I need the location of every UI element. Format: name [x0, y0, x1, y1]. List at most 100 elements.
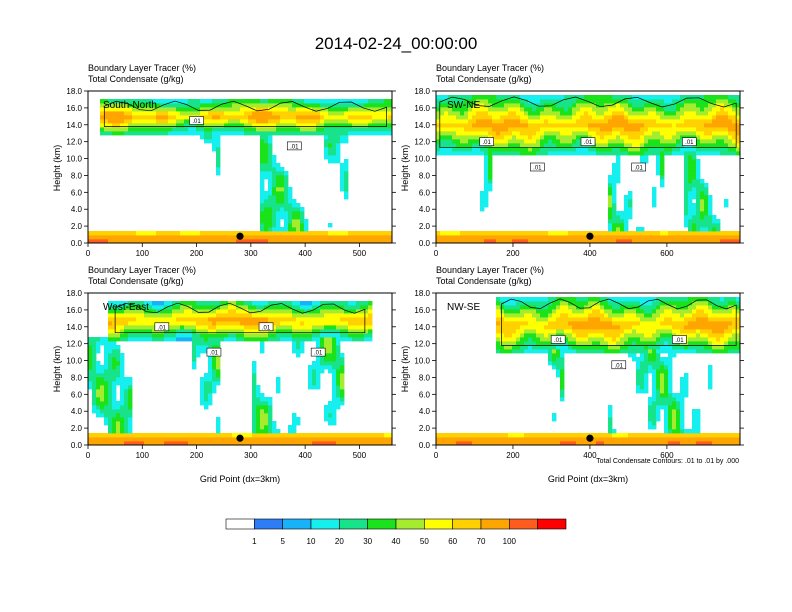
heatmap-cell	[728, 235, 733, 240]
heatmap-cell	[516, 317, 521, 322]
heatmap-cell	[280, 171, 285, 176]
heatmap-cell	[596, 123, 601, 128]
heatmap-cell	[128, 239, 133, 244]
heatmap-cell	[344, 301, 349, 306]
heatmap-cell	[116, 131, 121, 136]
heatmap-cell	[364, 119, 369, 124]
heatmap-cell	[736, 239, 741, 244]
heatmap-cell	[460, 111, 465, 116]
heatmap-cell	[600, 151, 605, 156]
heatmap-cell	[736, 235, 741, 240]
heatmap-cell	[388, 111, 393, 116]
heatmap-cell	[708, 119, 713, 124]
heatmap-cell	[536, 147, 541, 152]
heatmap-cell	[152, 313, 157, 318]
heatmap-cell	[620, 231, 625, 236]
heatmap-cell	[624, 207, 629, 212]
heatmap-cell	[656, 151, 661, 156]
heatmap-cell	[324, 409, 329, 414]
heatmap-cell	[616, 139, 621, 144]
heatmap-cell	[636, 309, 641, 314]
heatmap-cell	[212, 103, 217, 108]
heatmap-cell	[204, 111, 209, 116]
heatmap-cell	[308, 103, 313, 108]
heatmap-cell	[344, 195, 349, 200]
heatmap-cell	[316, 437, 321, 442]
heatmap-cell	[712, 147, 717, 152]
heatmap-cell	[192, 321, 197, 326]
heatmap-cell	[640, 385, 645, 390]
heatmap-cell	[352, 325, 357, 330]
heatmap-cell	[276, 199, 281, 204]
heatmap-cell	[700, 115, 705, 120]
heatmap-cell	[184, 103, 189, 108]
heatmap-cell	[696, 139, 701, 144]
heatmap-cell	[128, 405, 133, 410]
heatmap-cell	[328, 119, 333, 124]
heatmap-cell	[608, 131, 613, 136]
heatmap-cell	[448, 99, 453, 104]
heatmap-cell	[112, 345, 117, 350]
heatmap-cell	[308, 369, 313, 374]
heatmap-cell	[688, 191, 693, 196]
y-tick-label: 12.0	[66, 340, 82, 349]
heatmap-cell	[560, 325, 565, 330]
heatmap-cell	[372, 103, 377, 108]
heatmap-cell	[588, 441, 593, 446]
contour-label: .01	[533, 166, 542, 172]
heatmap-cell	[508, 111, 513, 116]
heatmap-cell	[224, 107, 229, 112]
heatmap-cell	[532, 99, 537, 104]
heatmap-cell	[332, 325, 337, 330]
heatmap-cell	[300, 329, 305, 334]
heatmap-cell	[216, 111, 221, 116]
heatmap-cell	[260, 99, 265, 104]
heatmap-cell	[452, 115, 457, 120]
heatmap-cell	[152, 127, 157, 132]
heatmap-cell	[636, 349, 641, 354]
heatmap-cell	[216, 309, 221, 314]
heatmap-cell	[576, 107, 581, 112]
heatmap-cell	[688, 235, 693, 240]
heatmap-cell	[696, 239, 701, 244]
heatmap-cell	[232, 119, 237, 124]
heatmap-cell	[104, 409, 109, 414]
heatmap-cell	[356, 437, 361, 442]
heatmap-cell	[696, 175, 701, 180]
heatmap-cell	[572, 437, 577, 442]
heatmap-cell	[108, 365, 113, 370]
heatmap-cell	[640, 441, 645, 446]
x-tick-label: 0	[86, 451, 91, 460]
heatmap-cell	[172, 433, 177, 438]
heatmap-cell	[344, 179, 349, 184]
heatmap-cell	[120, 127, 125, 132]
heatmap-cell	[724, 151, 729, 156]
heatmap-cell	[480, 119, 485, 124]
heatmap-cell	[344, 167, 349, 172]
heatmap-cell	[116, 119, 121, 124]
heatmap-cell	[536, 231, 541, 236]
heatmap-cell	[260, 309, 265, 314]
heatmap-cell	[292, 333, 297, 338]
heatmap-cell	[560, 301, 565, 306]
heatmap-cell	[612, 433, 617, 438]
heatmap-cell	[352, 111, 357, 116]
heatmap-cell	[276, 333, 281, 338]
heatmap-cell	[284, 321, 289, 326]
heatmap-cell	[364, 333, 369, 338]
heatmap-cell	[568, 317, 573, 322]
heatmap-cell	[576, 345, 581, 350]
heatmap-cell	[696, 215, 701, 220]
heatmap-cell	[188, 111, 193, 116]
contour-label-box	[631, 162, 646, 172]
heatmap-cell	[280, 191, 285, 196]
heatmap-cell	[616, 317, 621, 322]
heatmap-cell	[308, 377, 313, 382]
heatmap-cell	[204, 235, 209, 240]
heatmap-cell	[328, 349, 333, 354]
heatmap-cell	[552, 317, 557, 322]
heatmap-cell	[380, 107, 385, 112]
heatmap-cell	[316, 115, 321, 120]
condensate-contour	[439, 96, 737, 148]
heatmap-cell	[260, 329, 265, 334]
